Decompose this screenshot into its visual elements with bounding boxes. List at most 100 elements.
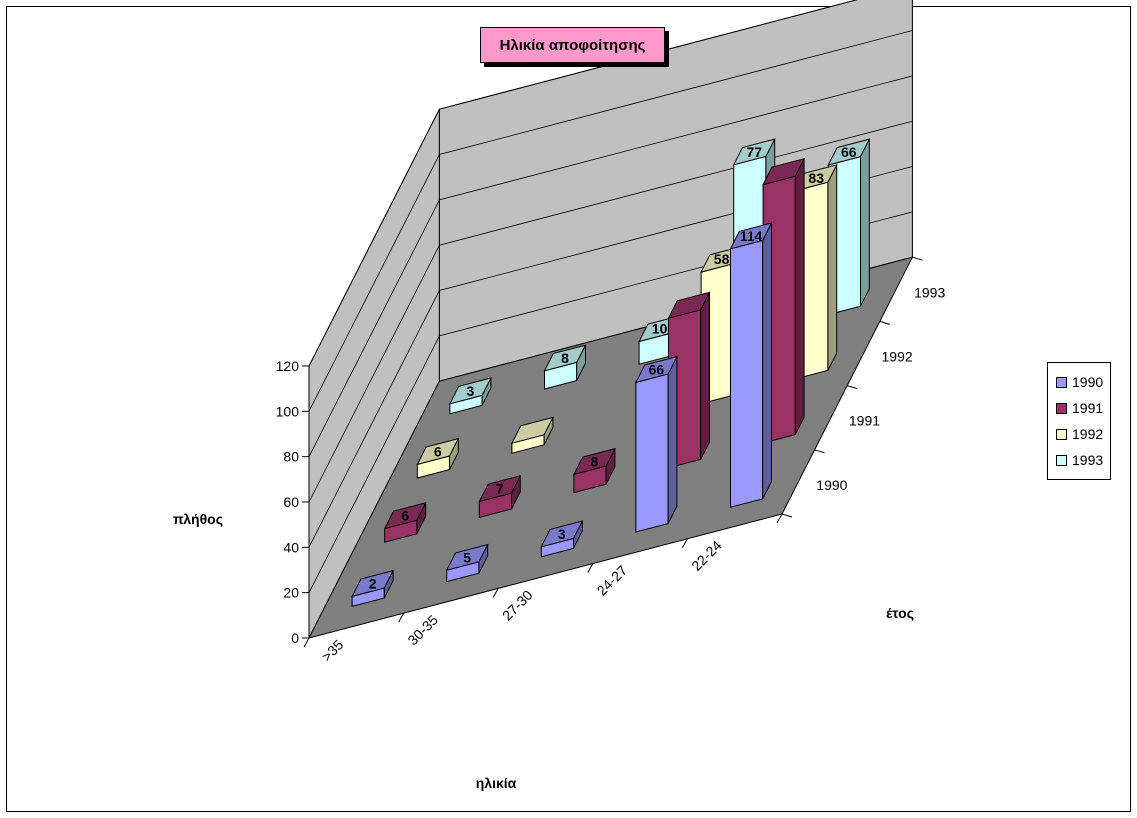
bar-side-face xyxy=(860,138,870,307)
bar-side-face xyxy=(700,292,710,460)
z-tick xyxy=(781,513,793,518)
data-label: 3 xyxy=(467,383,475,399)
bar xyxy=(510,416,554,454)
data-label: 6 xyxy=(434,444,442,460)
y-tick-label: 100 xyxy=(276,403,300,419)
bar-top-face xyxy=(762,158,806,186)
chart-bars xyxy=(351,138,871,608)
x-tick xyxy=(681,538,688,549)
legend-label: 1993 xyxy=(1072,452,1104,468)
data-label: 8 xyxy=(561,350,569,366)
legend-item: 1992 xyxy=(1056,421,1110,447)
bar xyxy=(383,502,427,543)
bar-top-face xyxy=(540,520,584,548)
y-tick-label: 80 xyxy=(283,449,299,465)
z-tick-label: 1993 xyxy=(914,284,945,300)
z-axis-label: έτος xyxy=(886,605,914,621)
bar xyxy=(351,569,395,608)
legend-swatch xyxy=(1056,376,1067,388)
bar-top-face xyxy=(416,437,460,466)
bar-front-face xyxy=(730,239,764,508)
legend-swatch xyxy=(1056,454,1067,466)
x-axis-label: ηλικία xyxy=(476,775,517,791)
bar-top-face xyxy=(827,138,871,166)
bar-top-face xyxy=(383,502,427,530)
bar xyxy=(416,437,460,479)
gridline xyxy=(308,0,858,367)
data-label: 77 xyxy=(746,144,762,160)
bar-top-face xyxy=(729,222,773,250)
y-axis-label: πλήθος xyxy=(173,511,223,527)
legend-label: 1992 xyxy=(1072,426,1104,442)
bar xyxy=(572,447,616,494)
legend-swatch xyxy=(1056,428,1067,440)
bar xyxy=(448,377,492,415)
data-label: 7 xyxy=(496,481,504,497)
bar xyxy=(540,520,584,558)
z-tick xyxy=(847,385,858,390)
bar-top-face xyxy=(543,344,587,372)
data-label: 83 xyxy=(808,170,824,186)
bar-top-face xyxy=(478,475,522,503)
bar-top-face xyxy=(351,569,395,598)
x-tick xyxy=(303,637,310,648)
x-tick-label: 30-35 xyxy=(404,611,441,648)
bar xyxy=(729,222,773,508)
legend-label: 1991 xyxy=(1072,400,1104,416)
bar xyxy=(634,355,678,533)
legend-item: 1993 xyxy=(1056,447,1110,473)
data-label: 8 xyxy=(591,454,599,470)
bar-side-face xyxy=(827,164,838,371)
bar-top-face xyxy=(667,291,711,319)
data-label: 10 xyxy=(652,321,668,337)
data-label: 66 xyxy=(649,362,665,378)
data-label: 114 xyxy=(740,228,763,244)
legend-item: 1991 xyxy=(1056,395,1110,421)
x-tick-label: 22-24 xyxy=(688,537,725,574)
legend-item: 1990 xyxy=(1056,369,1110,395)
z-tick-label: 1990 xyxy=(816,477,847,493)
y-tick-label: 60 xyxy=(283,494,299,510)
bar-top-face xyxy=(732,138,776,166)
y-tick-label: 0 xyxy=(291,630,299,646)
bar-front-face xyxy=(635,373,669,533)
bar xyxy=(445,543,489,583)
bar-top-face xyxy=(634,355,678,384)
data-label: 2 xyxy=(369,576,377,592)
legend-swatch xyxy=(1056,402,1067,414)
bar-side-face xyxy=(667,356,678,524)
x-tick xyxy=(492,588,499,598)
z-tick-label: 1991 xyxy=(849,413,880,429)
gridline xyxy=(308,30,913,412)
data-label: 5 xyxy=(463,549,471,565)
x-tick-label: 27-30 xyxy=(499,587,536,624)
legend: 1990 1991 1992 1993 xyxy=(1047,362,1111,480)
chart-title: Ηλικία αποφοίτησης xyxy=(480,27,665,63)
data-label: 3 xyxy=(558,526,566,542)
z-tick xyxy=(912,256,923,261)
z-tick xyxy=(814,449,825,454)
z-tick-label: 1992 xyxy=(882,349,913,365)
x-tick xyxy=(398,612,405,623)
x-tick-label: 24-27 xyxy=(594,562,631,599)
legend-label: 1990 xyxy=(1072,374,1104,390)
gridlines xyxy=(308,0,913,593)
bar-top-face xyxy=(445,543,489,571)
x-tick xyxy=(587,563,594,573)
bar-top-face xyxy=(448,377,492,405)
gridline xyxy=(308,75,913,457)
y-tick-label: 20 xyxy=(283,585,299,601)
z-tick xyxy=(879,320,890,325)
data-label: 58 xyxy=(714,251,730,267)
bar-top-face xyxy=(510,416,554,444)
x-tick xyxy=(776,513,783,524)
data-label: 66 xyxy=(841,144,857,160)
y-tick-label: 120 xyxy=(276,358,300,374)
bar-top-face xyxy=(572,447,616,476)
y-tick-label: 40 xyxy=(283,539,299,555)
bar-side-face xyxy=(794,158,805,435)
bar-side-face xyxy=(762,222,772,500)
x-tick-label: >35 xyxy=(318,636,346,664)
